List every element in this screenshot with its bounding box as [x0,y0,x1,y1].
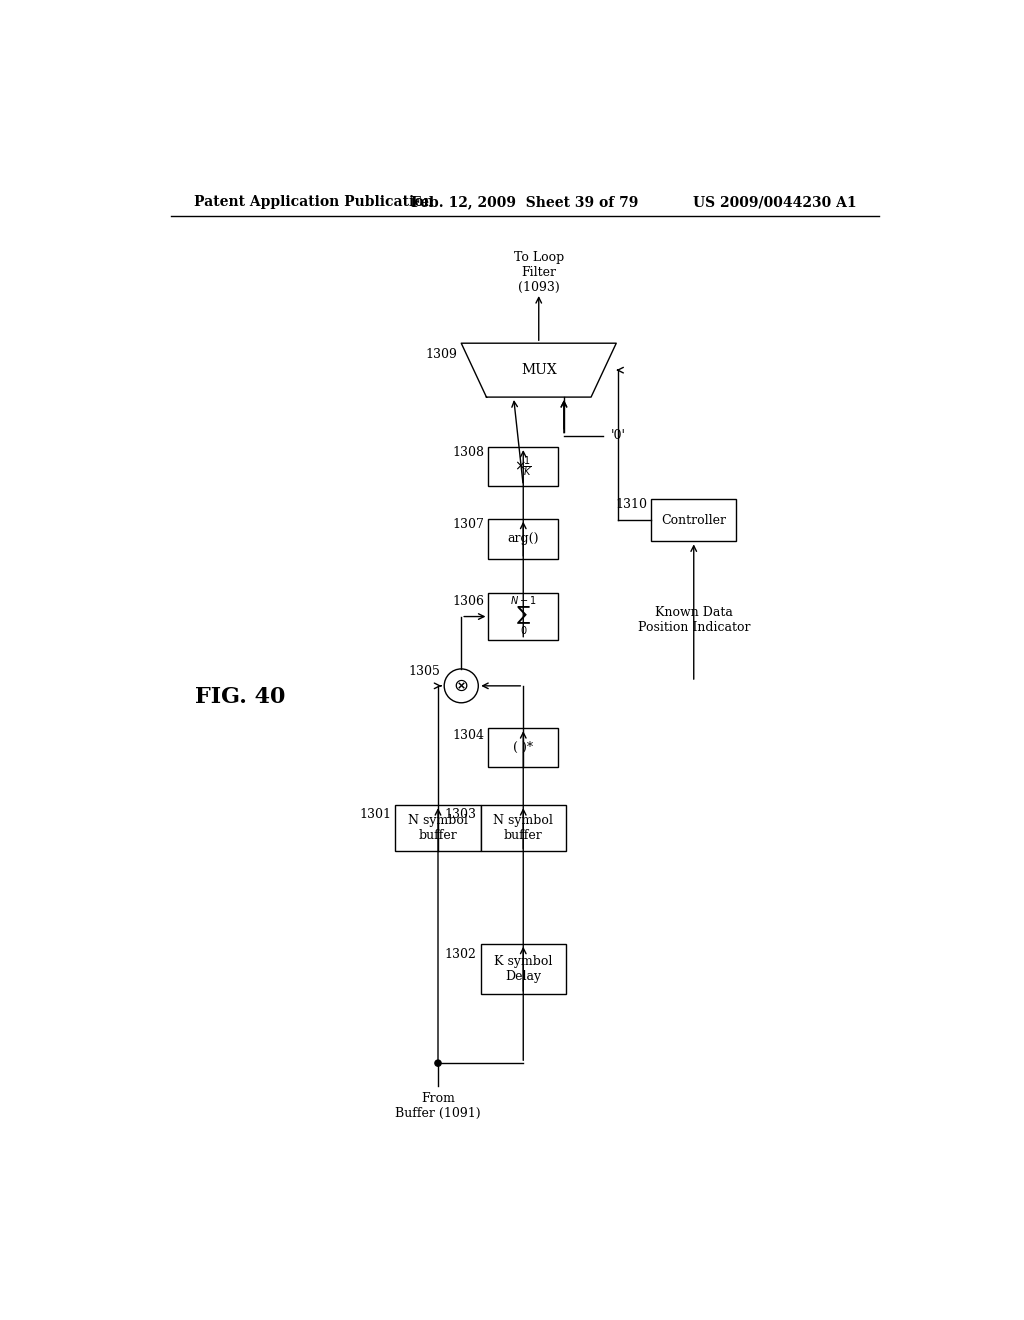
Polygon shape [461,343,616,397]
Text: '0': '0' [610,429,626,442]
Circle shape [435,1060,441,1067]
Text: 1306: 1306 [453,594,484,607]
Bar [488,447,558,486]
Text: US 2009/0044230 A1: US 2009/0044230 A1 [693,195,856,210]
Text: Known Data
Position Indicator: Known Data Position Indicator [638,606,750,635]
Text: K symbol
Delay: K symbol Delay [494,954,552,983]
Bar [488,594,558,640]
Circle shape [444,669,478,702]
Text: 1302: 1302 [444,949,477,961]
Text: ( )*: ( )* [513,741,534,754]
Text: Feb. 12, 2009  Sheet 39 of 79: Feb. 12, 2009 Sheet 39 of 79 [411,195,639,210]
Bar [488,729,558,767]
Text: Patent Application Publication: Patent Application Publication [194,195,433,210]
Text: 1310: 1310 [615,499,647,511]
Text: N symbol
buffer: N symbol buffer [408,814,468,842]
Text: 1308: 1308 [453,446,484,459]
Text: From
Buffer (1091): From Buffer (1091) [395,1092,481,1119]
Text: N symbol
buffer: N symbol buffer [494,814,553,842]
Text: 1303: 1303 [444,808,477,821]
Text: 1309: 1309 [426,348,458,362]
Bar [480,944,566,994]
Text: $\sum_{0}^{N-1}$: $\sum_{0}^{N-1}$ [510,595,537,638]
Bar [480,805,566,851]
Text: To Loop
Filter
(1093): To Loop Filter (1093) [514,251,564,294]
Text: arg(): arg() [508,532,539,545]
Text: 1307: 1307 [453,519,484,532]
Text: $\times\!\frac{1}{K}$: $\times\!\frac{1}{K}$ [514,454,532,479]
Text: Controller: Controller [662,513,726,527]
Text: 1305: 1305 [409,665,440,678]
Text: 1304: 1304 [453,730,484,742]
Text: FIG. 40: FIG. 40 [196,686,286,709]
Text: MUX: MUX [521,363,557,378]
Bar [651,499,736,541]
Bar [488,519,558,558]
Text: ⊗: ⊗ [454,677,469,694]
Bar [395,805,480,851]
Text: 1301: 1301 [359,808,391,821]
